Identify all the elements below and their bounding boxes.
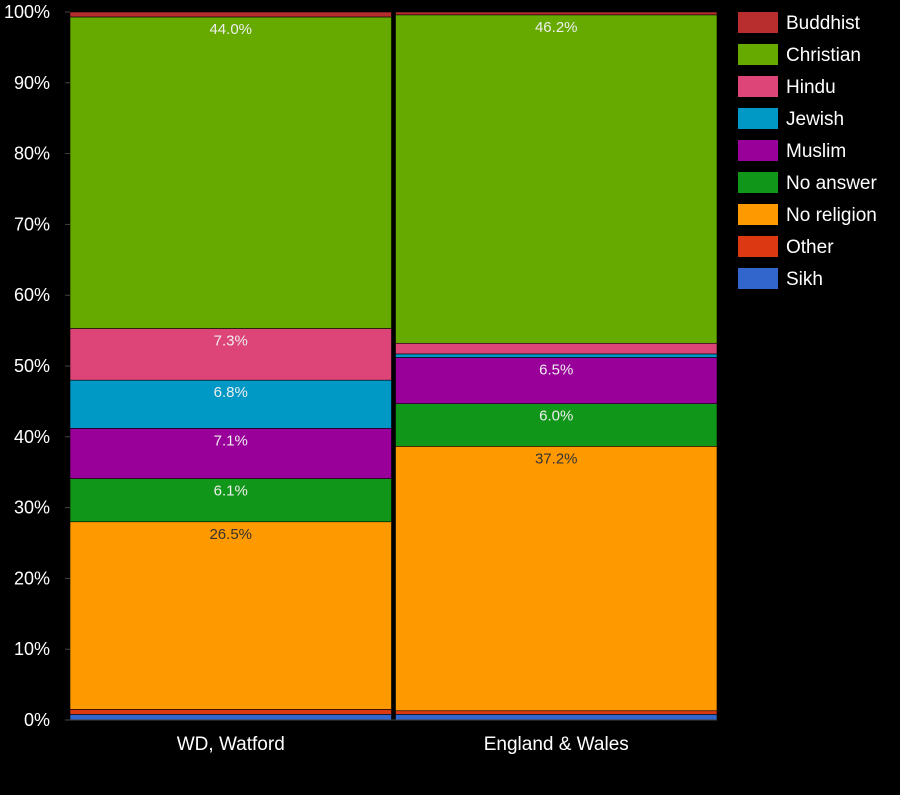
bar-segment-no-religion-wd-watford (69, 521, 392, 710)
y-tick-label: 80% (14, 144, 50, 164)
bar-segment-other-england-wales (395, 710, 718, 715)
y-tick-label: 70% (14, 214, 50, 234)
data-label-jewish-wd-watford: 6.8% (214, 384, 248, 401)
bar-segment-sikh-england-wales (395, 714, 718, 721)
y-tick-label: 60% (14, 285, 50, 305)
legend-label-other: Other (786, 237, 834, 258)
legend-label-hindu: Hindu (786, 77, 836, 98)
bar-segment-hindu-wd-watford (69, 328, 392, 381)
data-label-christian-wd-watford: 44.0% (209, 21, 252, 38)
legend-label-no-religion: No religion (786, 205, 877, 226)
legend-swatch-christian (738, 44, 778, 65)
legend-swatch-hindu (738, 76, 778, 97)
x-tick-label-wd-watford: WD, Watford (177, 734, 285, 755)
bar-segment-buddhist-england-wales (395, 11, 718, 16)
bar-segment-no-answer-wd-watford (69, 478, 392, 523)
legend-label-jewish: Jewish (786, 109, 844, 130)
data-label-no-answer-england-wales: 6.0% (539, 408, 573, 425)
legend-label-buddhist: Buddhist (786, 13, 861, 34)
legend-swatch-sikh (738, 268, 778, 289)
legend-swatch-other (738, 236, 778, 257)
legend-label-muslim: Muslim (786, 141, 846, 162)
legend-swatch-muslim (738, 140, 778, 161)
bar-segment-sikh-wd-watford (69, 714, 392, 721)
bar-segment-buddhist-wd-watford (69, 11, 392, 18)
data-label-hindu-wd-watford: 7.3% (214, 332, 248, 349)
bar-segment-muslim-england-wales (395, 357, 718, 404)
y-tick-label: 50% (14, 356, 50, 376)
data-label-no-answer-wd-watford: 6.1% (214, 483, 248, 500)
bars-layer (69, 11, 718, 721)
data-label-no-religion-wd-watford: 26.5% (209, 526, 252, 543)
data-labels-layer: 26.5% 6.1% 7.1% 6.8% 7.3% 44.0% 37.2% 6.0% 6.5% 4… (209, 19, 577, 543)
bar-segment-no-answer-england-wales (395, 403, 718, 447)
data-label-muslim-wd-watford: 7.1% (214, 432, 248, 449)
x-axis: WD, Watford England & Wales (177, 734, 629, 755)
bar-segment-no-religion-england-wales (395, 446, 718, 712)
y-tick-label: 90% (14, 73, 50, 93)
bar-segment-christian-wd-watford (69, 16, 392, 329)
bar-segment-jewish-england-wales (395, 353, 718, 358)
legend-label-sikh: Sikh (786, 269, 823, 290)
y-tick-label: 100% (4, 2, 50, 22)
y-tick-label: 0% (24, 710, 50, 730)
legend-swatch-no-answer (738, 172, 778, 193)
bar-segment-muslim-wd-watford (69, 428, 392, 479)
data-label-muslim-england-wales: 6.5% (539, 361, 573, 378)
y-tick-label: 10% (14, 639, 50, 659)
legend-label-christian: Christian (786, 45, 861, 66)
legend-swatch-jewish (738, 108, 778, 129)
y-axis: 0% 10% 20% 30% 40% 50% 60% 70% 80% 90% 100% (4, 2, 717, 730)
bar-segment-hindu-england-wales (395, 342, 718, 355)
y-tick-label: 20% (14, 568, 50, 588)
bar-segment-christian-england-wales (395, 14, 718, 344)
legend-label-no-answer: No answer (786, 173, 877, 194)
y-tick-label: 40% (14, 427, 50, 447)
y-tick-label: 30% (14, 498, 50, 518)
bar-segment-other-wd-watford (69, 709, 392, 715)
x-tick-label-england-wales: England & Wales (484, 734, 629, 755)
legend: Buddhist Christian Hindu Jewish Muslim No ans… (738, 12, 877, 290)
legend-swatch-no-religion (738, 204, 778, 225)
data-label-christian-england-wales: 46.2% (535, 19, 578, 36)
legend-swatch-buddhist (738, 12, 778, 33)
data-label-no-religion-england-wales: 37.2% (535, 450, 578, 467)
